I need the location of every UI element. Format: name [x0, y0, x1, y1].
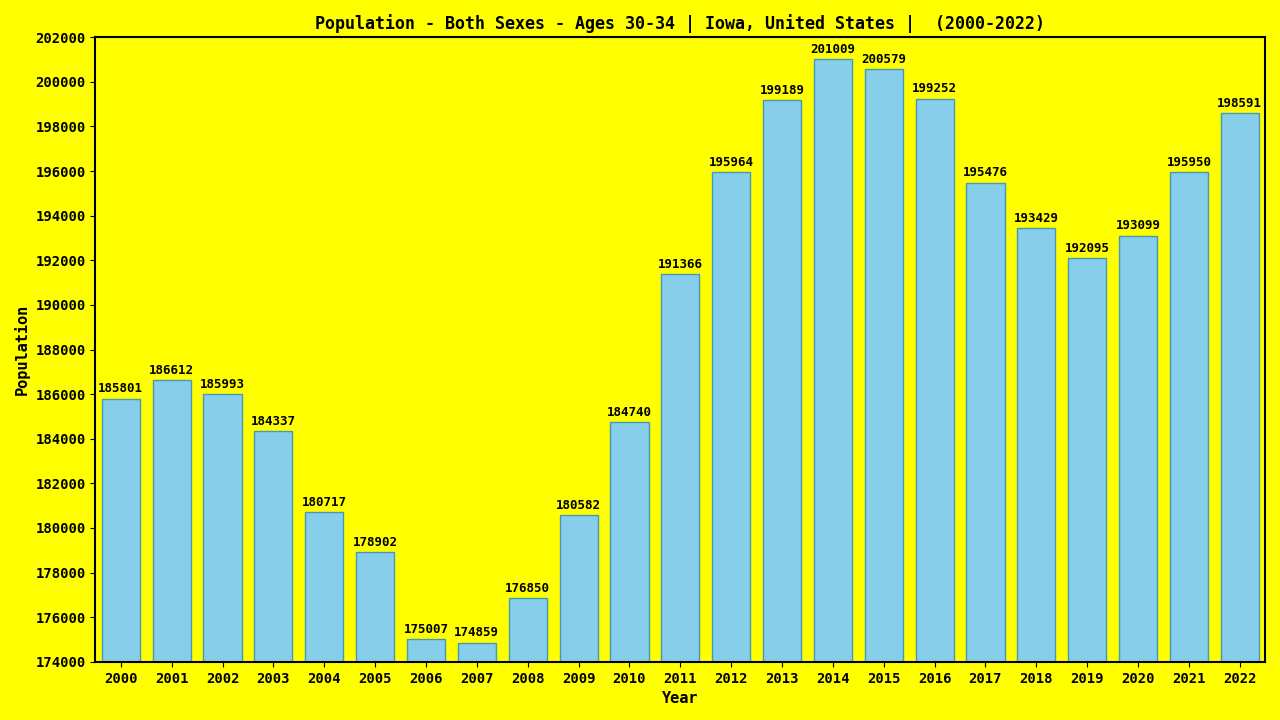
Text: 195476: 195476	[963, 166, 1007, 179]
Text: 184740: 184740	[607, 406, 652, 419]
Bar	[611, 422, 649, 662]
Bar	[255, 431, 293, 662]
Text: 199252: 199252	[913, 82, 957, 95]
Bar	[763, 100, 801, 662]
Bar	[356, 552, 394, 662]
Text: 195964: 195964	[709, 156, 754, 168]
Text: 191366: 191366	[658, 258, 703, 271]
Text: 192095: 192095	[1065, 242, 1110, 255]
Text: 199189: 199189	[759, 84, 805, 96]
Text: 176850: 176850	[506, 582, 550, 595]
Bar	[508, 598, 547, 662]
Text: 198591: 198591	[1217, 97, 1262, 110]
Bar	[102, 399, 140, 662]
Bar	[865, 69, 902, 662]
Text: 195950: 195950	[1166, 156, 1211, 168]
Bar	[204, 395, 242, 662]
Bar	[814, 59, 852, 662]
Text: 175007: 175007	[403, 623, 448, 636]
Y-axis label: Population: Population	[14, 304, 29, 395]
Text: 193099: 193099	[1116, 220, 1161, 233]
Bar	[152, 380, 191, 662]
Bar	[966, 183, 1005, 662]
Bar	[559, 515, 598, 662]
Bar	[407, 639, 445, 662]
Text: 185801: 185801	[99, 382, 143, 395]
Text: 174859: 174859	[454, 626, 499, 639]
Text: 186612: 186612	[150, 364, 195, 377]
Title: Population - Both Sexes - Ages 30-34 | Iowa, United States |  (2000-2022): Population - Both Sexes - Ages 30-34 | I…	[315, 14, 1046, 33]
Text: 185993: 185993	[200, 378, 244, 391]
X-axis label: Year: Year	[662, 691, 699, 706]
Text: 200579: 200579	[861, 53, 906, 66]
Bar	[1018, 228, 1056, 662]
Text: 184337: 184337	[251, 415, 296, 428]
Bar	[305, 512, 343, 662]
Text: 201009: 201009	[810, 43, 855, 56]
Text: 178902: 178902	[353, 536, 398, 549]
Text: 193429: 193429	[1014, 212, 1059, 225]
Bar	[1068, 258, 1106, 662]
Bar	[1170, 172, 1208, 662]
Bar	[1221, 113, 1258, 662]
Bar	[915, 99, 954, 662]
Bar	[1119, 235, 1157, 662]
Text: 180717: 180717	[302, 495, 347, 508]
Bar	[662, 274, 699, 662]
Text: 180582: 180582	[556, 499, 602, 512]
Bar	[712, 172, 750, 662]
Bar	[458, 643, 495, 662]
